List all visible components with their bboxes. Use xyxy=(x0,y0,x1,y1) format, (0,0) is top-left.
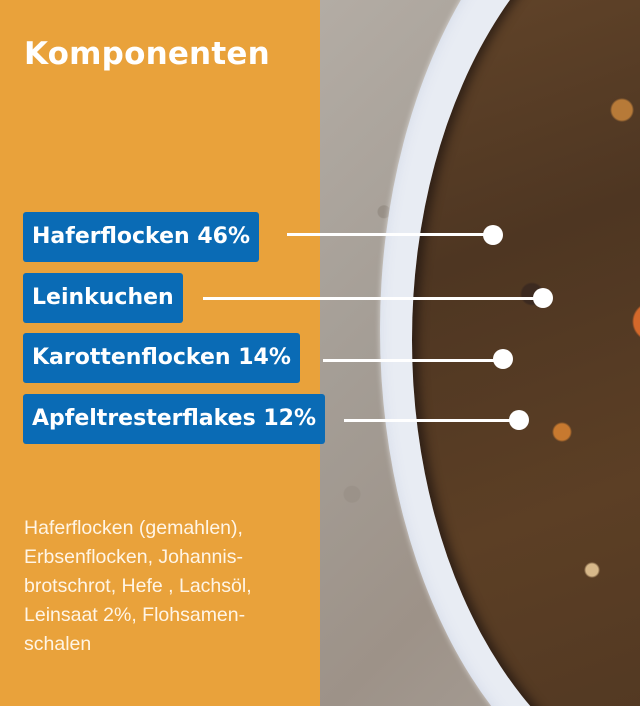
pointer-dot xyxy=(533,288,553,308)
page-title: Komponenten xyxy=(24,36,270,72)
ingredients-line: Leinsaat 2%, Flohsamen- xyxy=(24,604,246,626)
pointer-line xyxy=(203,297,543,300)
component-label-karottenflocken: Karottenflocken 14% xyxy=(23,333,300,383)
component-label-haferflocken: Haferflocken 46% xyxy=(23,212,260,262)
ingredients-line: schalen xyxy=(24,633,92,655)
pointer-line xyxy=(344,419,519,422)
pointer-line xyxy=(287,233,493,236)
pointer-dot xyxy=(509,410,529,430)
pointer-dot xyxy=(483,225,503,245)
pointer-dot xyxy=(493,349,513,369)
product-photo xyxy=(320,0,640,706)
ingredients-line: brotschrot, Hefe , Lachsöl, xyxy=(24,575,252,597)
component-label-leinkuchen: Leinkuchen xyxy=(23,273,183,323)
ingredients-text: Haferflocken (gemahlen), Erbsenflocken, … xyxy=(24,514,314,659)
component-label-apfeltresterflakes: Apfeltresterflakes 12% xyxy=(23,394,326,444)
pointer-line xyxy=(323,359,503,362)
ingredients-line: Erbsenflocken, Johannis- xyxy=(24,546,243,568)
ingredients-line: Haferflocken (gemahlen), xyxy=(24,517,243,539)
